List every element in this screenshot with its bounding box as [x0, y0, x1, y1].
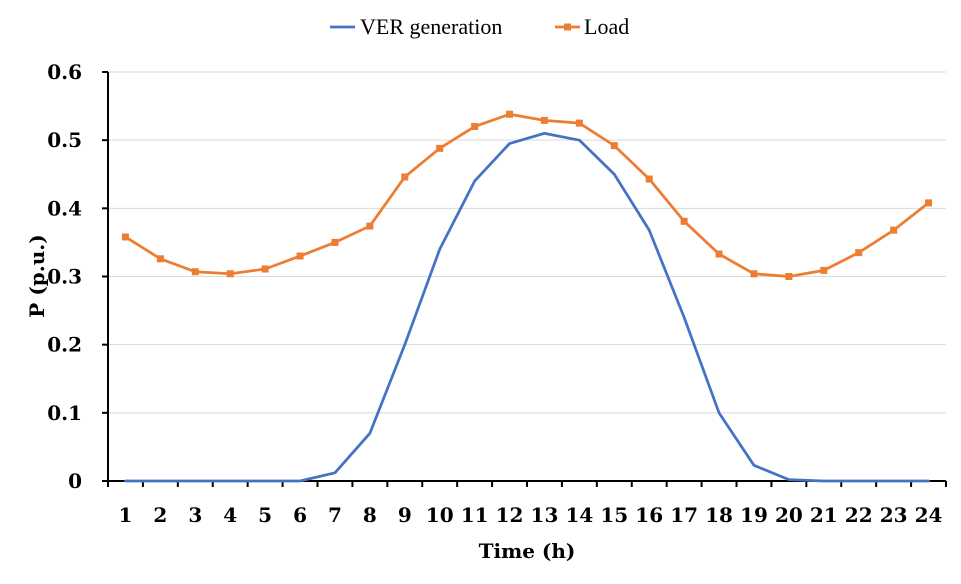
load-point — [820, 266, 828, 274]
load-point — [191, 268, 199, 276]
load-point — [331, 238, 339, 246]
x-tick-label: 4 — [223, 503, 237, 527]
legend-load-label[interactable]: Load — [584, 14, 629, 39]
x-tick-label: 18 — [705, 503, 733, 527]
x-tick-label: 15 — [600, 503, 628, 527]
load-point — [121, 233, 129, 241]
x-tick-label: 24 — [915, 503, 943, 527]
x-tick-label: 1 — [118, 503, 132, 527]
load-point — [401, 173, 409, 181]
load-point — [610, 142, 618, 150]
y-axis-title: P (p.u.) — [25, 234, 49, 317]
load-point — [226, 270, 234, 278]
x-tick-label: 14 — [565, 503, 593, 527]
load-point — [680, 217, 688, 225]
x-tick-label: 8 — [363, 503, 377, 527]
x-tick-label: 3 — [188, 503, 202, 527]
tick-labels: 00.10.20.30.40.50.61 2 3 4 5 6 7 8 9 10 11 12 13 14 15… — [47, 60, 942, 527]
x-tick-label: 21 — [810, 503, 838, 527]
x-tick-label: 11 — [461, 503, 489, 527]
load-point — [855, 249, 863, 257]
x-tick-label: 10 — [426, 503, 454, 527]
x-tick-label: 2 — [153, 503, 167, 527]
legend-ver-generation-label[interactable]: VER generation — [360, 14, 502, 39]
y-tick-label: 0.3 — [47, 265, 82, 289]
load-point — [540, 116, 548, 124]
x-tick-label: 6 — [293, 503, 307, 527]
x-axis-title: Time (h) — [479, 539, 576, 563]
y-tick-label: 0 — [68, 469, 82, 493]
y-tick-label: 0.4 — [47, 196, 82, 220]
x-tick-label: 9 — [398, 503, 412, 527]
load-point — [925, 199, 933, 207]
load-point — [645, 175, 653, 183]
y-tick-label: 0.6 — [47, 60, 82, 84]
load-line — [124, 112, 930, 278]
load-point — [366, 222, 374, 230]
x-tick-label: 19 — [740, 503, 768, 527]
x-tick-label: 16 — [635, 503, 663, 527]
load-point — [890, 226, 898, 234]
x-tick-label: 22 — [845, 503, 873, 527]
legend[interactable]: VER generation Load — [330, 14, 629, 39]
x-tick-label: 5 — [258, 503, 272, 527]
load-point — [156, 255, 164, 263]
x-tick-label: 13 — [531, 503, 559, 527]
axes — [102, 71, 947, 487]
load-point — [261, 265, 269, 273]
load-point — [575, 119, 583, 127]
legend-load-marker[interactable] — [564, 23, 571, 31]
load-point — [436, 144, 444, 152]
series — [121, 110, 933, 483]
x-tick-label: 23 — [880, 503, 908, 527]
load-point — [750, 270, 758, 278]
load-point — [785, 273, 793, 280]
load-point — [506, 110, 514, 118]
x-tick-label: 20 — [775, 503, 803, 527]
x-tick-label: 7 — [328, 503, 342, 527]
y-tick-label: 0.2 — [47, 333, 82, 357]
x-tick-label: 12 — [496, 503, 524, 527]
load-point — [471, 123, 479, 131]
y-tick-label: 0.1 — [47, 401, 82, 425]
x-tick-label: 17 — [670, 503, 698, 527]
load-point — [715, 250, 723, 258]
ver-generation-line — [124, 131, 930, 483]
gridlines — [108, 71, 946, 414]
load-point — [296, 252, 304, 260]
y-tick-label: 0.5 — [47, 128, 82, 152]
